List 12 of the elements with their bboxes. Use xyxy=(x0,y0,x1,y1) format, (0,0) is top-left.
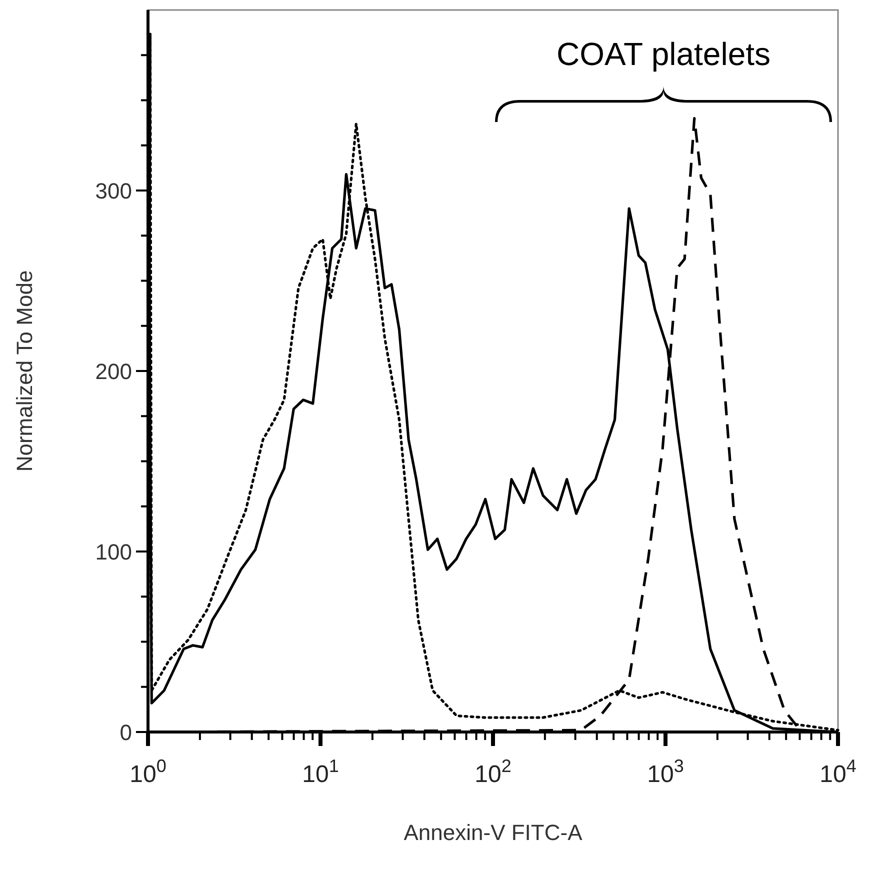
x-axis-title: Annexin-V FITC-A xyxy=(404,820,583,845)
annotation: COAT platelets xyxy=(556,36,771,72)
y-tick-label: 0 xyxy=(120,720,132,745)
x-tick-label: 10$^{0}$ xyxy=(130,756,166,788)
x-tick-label: 10$^{3}$ xyxy=(647,756,684,788)
x-tick-label: 10$^{2}$ xyxy=(474,756,512,788)
x-tick-label: 10$^{4}$ xyxy=(820,756,856,788)
y-tick-label: 300 xyxy=(95,178,132,204)
y-tick-label: 100 xyxy=(95,540,132,564)
y-axis-title: Normalized To Mode xyxy=(12,270,37,472)
y-tick-label: 200 xyxy=(95,359,132,384)
x-tick-label: 10$^{1}$ xyxy=(302,756,339,788)
